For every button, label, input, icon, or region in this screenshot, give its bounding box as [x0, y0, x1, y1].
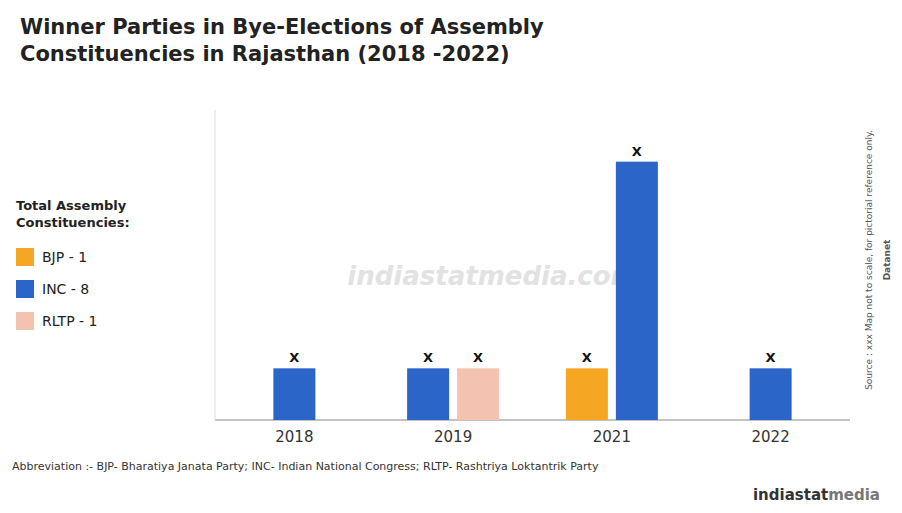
- legend-swatch: [16, 248, 34, 266]
- y-axis-line: [215, 110, 216, 420]
- x-tick-label: 2019: [434, 428, 472, 446]
- bar: [457, 368, 499, 420]
- watermark: indiastatmedia.com: [347, 261, 637, 291]
- legend-label: RLTP - 1: [42, 313, 97, 329]
- bar-annotation: X: [632, 144, 642, 159]
- bar: [407, 368, 449, 420]
- legend-title-line: Total Assembly: [16, 198, 127, 213]
- legend-swatch: [16, 280, 34, 298]
- source: Source : xxx Map not to scale, for picto…: [864, 130, 874, 390]
- bars: [273, 162, 791, 420]
- x-tick-label: 2022: [752, 428, 790, 446]
- legend-title-line: Constituencies:: [16, 215, 130, 230]
- legend-title: Total Assembly Constituencies:: [16, 198, 130, 230]
- bar-annotation: X: [473, 350, 483, 365]
- bar: [566, 368, 608, 420]
- footnote: Abbreviation :- BJP- Bharatiya Janata Pa…: [12, 460, 599, 473]
- bar: [616, 162, 658, 420]
- bar-annotation: X: [766, 350, 776, 365]
- bar-annotation: X: [289, 350, 299, 365]
- bar-annotation: X: [423, 350, 433, 365]
- brand-part: indiastat: [753, 486, 828, 504]
- title-line: Winner Parties in Bye-Elections of Assem…: [20, 15, 544, 39]
- legend: Total Assembly Constituencies: BJP - 1 INC …: [16, 198, 130, 330]
- bar: [273, 368, 315, 420]
- brand: indiastatmedia: [753, 486, 880, 504]
- legend-swatch: [16, 312, 34, 330]
- datanet: Datanet: [882, 239, 892, 280]
- title: Winner Parties in Bye-Elections of Assem…: [20, 15, 544, 66]
- legend-label: INC - 8: [42, 281, 89, 297]
- bar: [750, 368, 792, 420]
- brand-part: media: [828, 486, 880, 504]
- chart: Winner Parties in Bye-Elections of Assem…: [0, 0, 902, 513]
- title-line: Constituencies in Rajasthan (2018 -2022): [20, 42, 510, 66]
- x-tick-label: 2021: [593, 428, 631, 446]
- legend-label: BJP - 1: [42, 249, 87, 265]
- bar-annotation: X: [582, 350, 592, 365]
- x-tick-label: 2018: [275, 428, 313, 446]
